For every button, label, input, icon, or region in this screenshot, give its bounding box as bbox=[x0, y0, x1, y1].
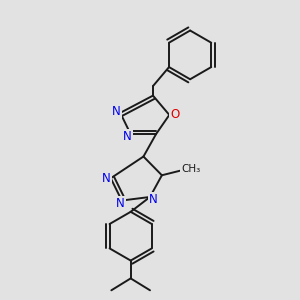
Text: N: N bbox=[123, 130, 132, 143]
Text: N: N bbox=[112, 105, 121, 118]
Text: N: N bbox=[102, 172, 111, 185]
Text: O: O bbox=[170, 108, 179, 122]
Text: N: N bbox=[148, 194, 157, 206]
Text: N: N bbox=[116, 197, 125, 210]
Text: CH₃: CH₃ bbox=[181, 164, 200, 174]
